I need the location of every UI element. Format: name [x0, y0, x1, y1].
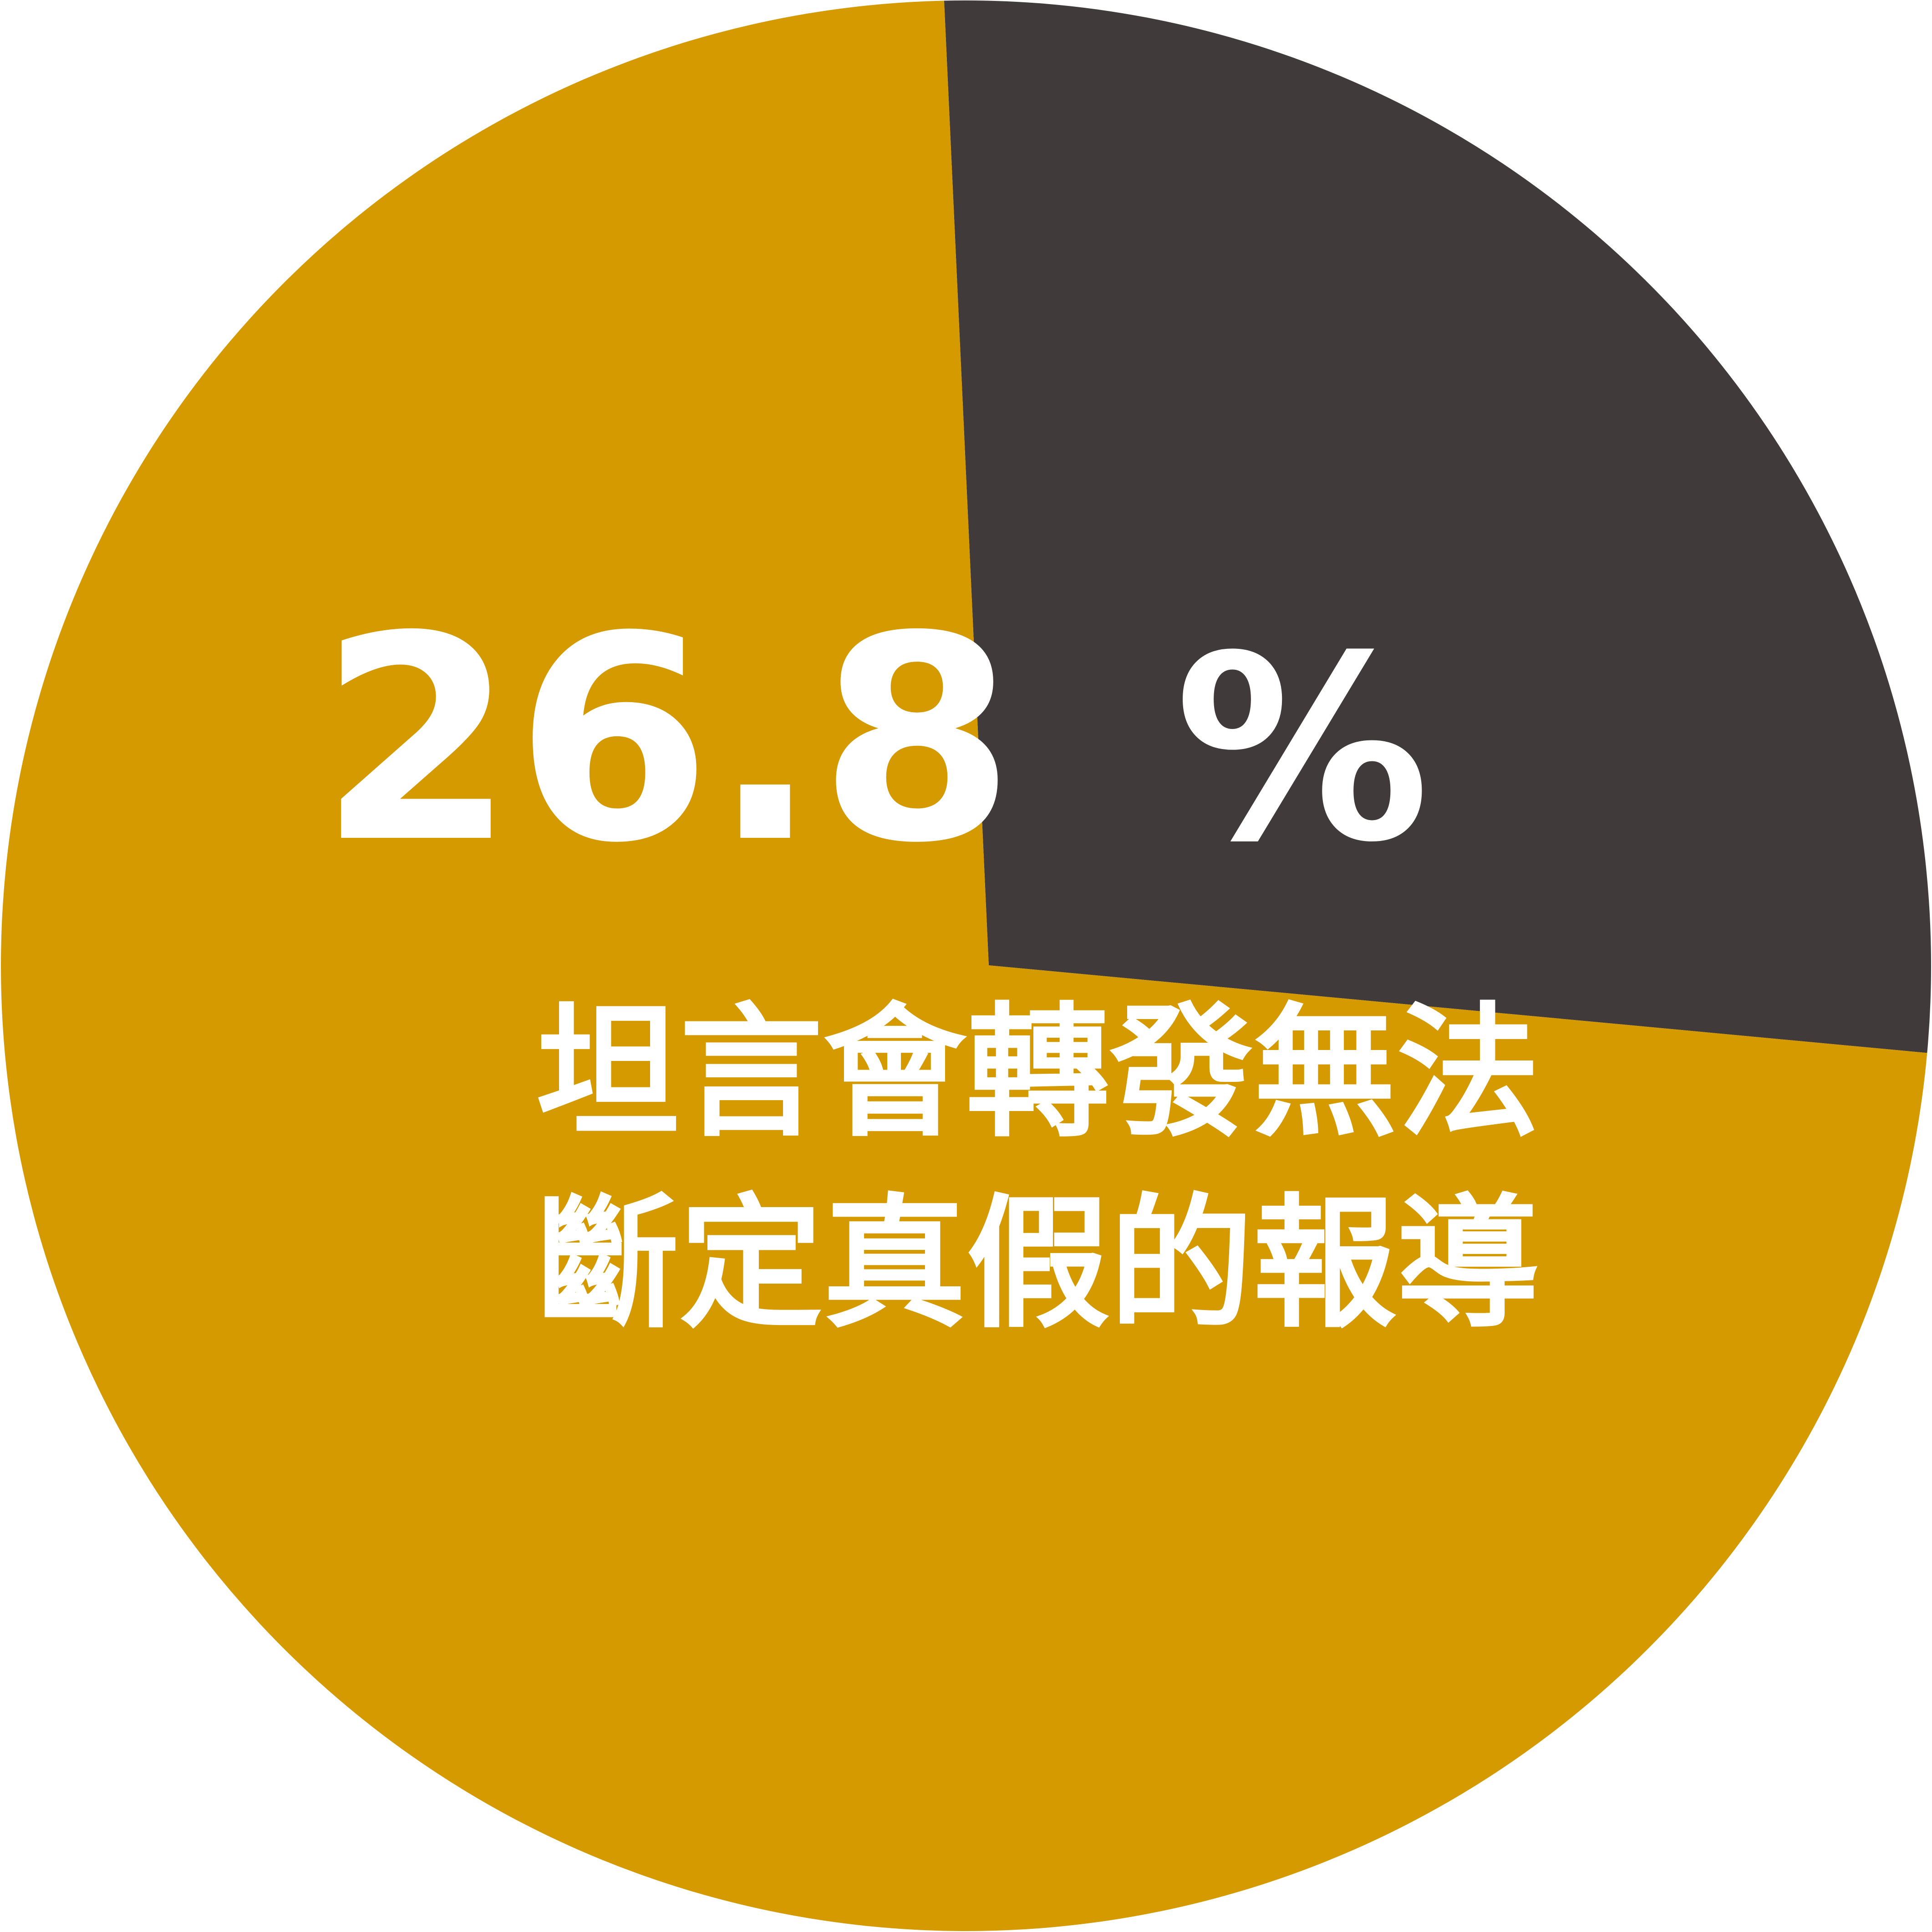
caption-line-1: 坦言會轉發無法 [536, 990, 1540, 1157]
caption-line-2: 斷定真假的報導 [536, 1181, 1540, 1348]
data-label-unit: % [1174, 602, 1430, 898]
pie-slice-1 [944, 0, 1931, 1053]
data-label-value: 26.8 [319, 576, 1015, 905]
